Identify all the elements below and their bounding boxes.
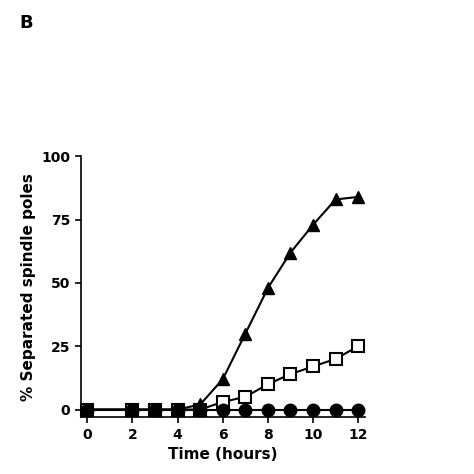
X-axis label: Time (hours): Time (hours): [168, 447, 278, 462]
Y-axis label: % Separated spindle poles: % Separated spindle poles: [20, 173, 36, 401]
Text: B: B: [19, 14, 33, 32]
